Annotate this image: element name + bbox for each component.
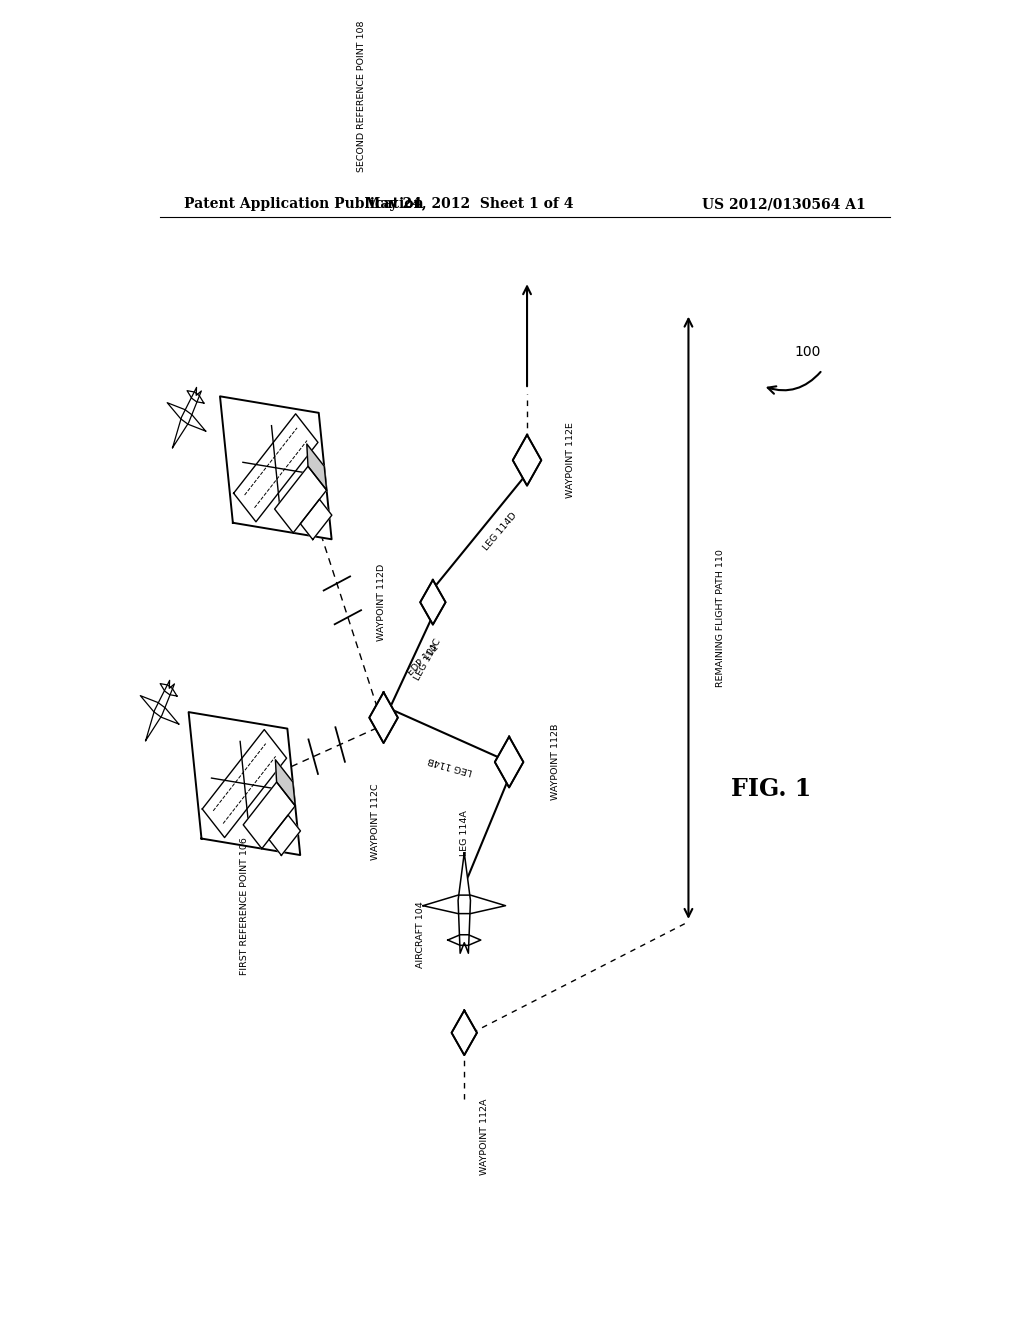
Polygon shape xyxy=(187,391,204,403)
Polygon shape xyxy=(420,579,445,624)
Text: WAYPOINT 112B: WAYPOINT 112B xyxy=(551,723,560,800)
Text: LEG 114B: LEG 114B xyxy=(427,755,473,776)
Polygon shape xyxy=(307,444,327,490)
Polygon shape xyxy=(275,760,295,807)
Polygon shape xyxy=(452,1010,477,1055)
Text: SECOND REFERENCE POINT 108: SECOND REFERENCE POINT 108 xyxy=(356,20,366,172)
Polygon shape xyxy=(370,692,398,743)
Polygon shape xyxy=(495,737,523,788)
FancyArrowPatch shape xyxy=(768,372,820,393)
Text: 100: 100 xyxy=(795,345,821,359)
Polygon shape xyxy=(160,684,177,696)
Polygon shape xyxy=(423,895,506,913)
Polygon shape xyxy=(140,696,179,725)
Polygon shape xyxy=(513,434,542,486)
Polygon shape xyxy=(173,387,202,447)
Polygon shape xyxy=(188,711,300,855)
Polygon shape xyxy=(269,814,300,855)
Text: LEG 114C: LEG 114C xyxy=(413,638,443,682)
Text: REMAINING FLIGHT PATH 110: REMAINING FLIGHT PATH 110 xyxy=(716,549,725,686)
Polygon shape xyxy=(145,680,174,741)
Polygon shape xyxy=(203,730,287,838)
Text: FIRST REFERENCE POINT 106: FIRST REFERENCE POINT 106 xyxy=(240,837,249,975)
Text: WAYPOINT 112C: WAYPOINT 112C xyxy=(371,784,380,861)
Text: FIG. 1: FIG. 1 xyxy=(731,776,811,800)
Text: LEG 114A: LEG 114A xyxy=(460,810,469,855)
Polygon shape xyxy=(220,396,332,540)
Polygon shape xyxy=(167,403,206,432)
Text: Patent Application Publication: Patent Application Publication xyxy=(183,197,423,211)
Text: May 24, 2012  Sheet 1 of 4: May 24, 2012 Sheet 1 of 4 xyxy=(365,197,573,211)
Polygon shape xyxy=(447,935,481,945)
Polygon shape xyxy=(274,466,327,533)
Polygon shape xyxy=(300,499,332,540)
Text: WAYPOINT 112A: WAYPOINT 112A xyxy=(479,1098,488,1175)
Text: EDP 102: EDP 102 xyxy=(406,643,440,677)
Polygon shape xyxy=(233,413,318,521)
Polygon shape xyxy=(244,781,295,849)
Polygon shape xyxy=(458,853,470,953)
Text: LEG 114D: LEG 114D xyxy=(481,511,518,552)
Text: US 2012/0130564 A1: US 2012/0130564 A1 xyxy=(702,197,866,211)
Text: WAYPOINT 112D: WAYPOINT 112D xyxy=(377,564,386,642)
Text: AIRCRAFT 104: AIRCRAFT 104 xyxy=(416,902,425,968)
Text: WAYPOINT 112E: WAYPOINT 112E xyxy=(566,422,575,498)
